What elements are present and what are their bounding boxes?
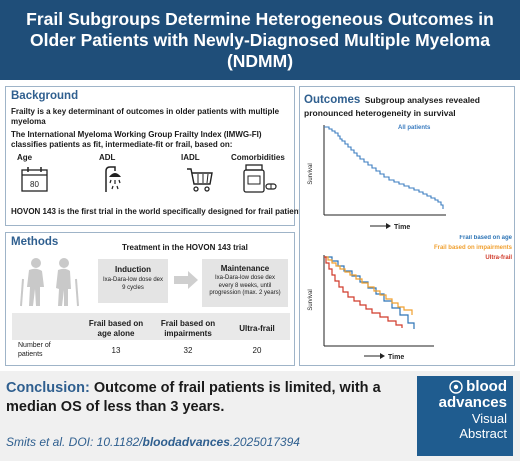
calendar-icon: 80 bbox=[21, 167, 48, 192]
table-row-label: Number of patients bbox=[18, 342, 51, 358]
background-panel: Background Frailty is a key determinant … bbox=[5, 86, 306, 226]
legend-ultrafrail: Ultra-frail bbox=[485, 255, 512, 261]
table-header-age: Frail based on age alone bbox=[88, 319, 144, 338]
item-comorbidities-label: Comorbidities bbox=[231, 153, 285, 162]
main-title: Frail Subgroups Determine Heterogeneous … bbox=[26, 9, 494, 71]
maintenance-l2: every 8 weeks, until bbox=[218, 282, 272, 289]
blood-drop-icon bbox=[449, 380, 463, 394]
induction-box: Induction Ixa-Dara-low dose dex 9 cycles bbox=[98, 259, 168, 303]
chart1-ylabel: Survival bbox=[308, 163, 314, 184]
conclusion-text-l2: median OS of less than 3 years. bbox=[6, 399, 225, 415]
patients-table: Frail based on age alone Frail based on … bbox=[12, 313, 290, 361]
arrow-right-icon bbox=[174, 271, 198, 289]
conclusion-line1: Conclusion: Outcome of frail patients is… bbox=[6, 380, 381, 396]
elderly-couple-icon bbox=[20, 258, 79, 307]
maintenance-l1: Ixa-Dara-low dose dex bbox=[214, 275, 276, 281]
survival-chart-all: Survival Time All patients bbox=[308, 125, 446, 231]
header-banner: Frail Subgroups Determine Heterogeneous … bbox=[0, 0, 520, 80]
table-row bbox=[12, 340, 290, 361]
legend-impairments: Frail based on impairments bbox=[434, 245, 513, 251]
induction-l2: 9 cycles bbox=[122, 285, 144, 291]
table-value-ultrafrail: 20 bbox=[252, 346, 262, 355]
outcomes-heading-block: Outcomes Subgroup analyses revealed pron… bbox=[304, 90, 512, 118]
table-value-impairments: 32 bbox=[183, 346, 193, 355]
table-header-ultrafrail: Ultra-frail bbox=[239, 324, 275, 333]
conclusion-label: Conclusion: bbox=[6, 380, 90, 396]
induction-title: Induction bbox=[115, 265, 151, 274]
logo-top-row: blood bbox=[423, 379, 507, 395]
outcomes-subhead-l1: Subgroup analyses revealed bbox=[364, 95, 480, 105]
maintenance-box: Maintenance Ixa-Dara-low dose dex every … bbox=[202, 259, 288, 307]
background-p2: The International Myeloma Working Group … bbox=[11, 130, 262, 149]
outcomes-subhead-l2: pronounced heterogeneity in survival bbox=[304, 108, 456, 118]
blood-advances-logo: blood advances Visual Abstract bbox=[417, 376, 513, 456]
treatment-title: Treatment in the HOVON 143 trial bbox=[122, 243, 248, 252]
item-adl-label: ADL bbox=[99, 153, 116, 162]
methods-heading: Methods bbox=[11, 236, 59, 248]
citation-doi[interactable]: Smits et al. DOI: 10.1182/bloodadvances.… bbox=[6, 435, 300, 449]
maintenance-l3: progression (max. 2 years) bbox=[209, 290, 281, 296]
calendar-value: 80 bbox=[30, 180, 39, 189]
outcomes-panel: Outcomes Subgroup analyses revealed pron… bbox=[299, 86, 515, 366]
item-age-label: Age bbox=[17, 153, 33, 162]
table-header-impairments: Frail based on impairments bbox=[160, 319, 216, 338]
background-p3: HOVON 143 is the first trial in the worl… bbox=[11, 207, 306, 216]
shopping-cart-icon bbox=[187, 168, 213, 192]
methods-panel: Methods Treatment in the HOVON 143 trial… bbox=[5, 232, 295, 366]
chart1-xlabel: Time bbox=[394, 224, 410, 231]
shower-icon bbox=[105, 166, 121, 192]
survival-chart-subgroups: Survival Time Frail based on age Frail b… bbox=[308, 235, 513, 361]
pill-bottle-icon bbox=[243, 164, 277, 193]
maintenance-title: Maintenance bbox=[220, 264, 270, 273]
chart2-ylabel: Survival bbox=[308, 289, 314, 310]
background-p1: Frailty is a key determinant of outcomes… bbox=[11, 107, 280, 126]
conclusion-text-l1: Outcome of frail patients is limited, wi… bbox=[93, 380, 381, 396]
legend-age: Frail based on age bbox=[459, 235, 512, 241]
background-heading: Background bbox=[11, 90, 79, 102]
induction-l1: Ixa-Dara-low dose dex bbox=[102, 277, 164, 283]
chart2-xlabel: Time bbox=[388, 354, 404, 361]
table-value-age: 13 bbox=[111, 346, 121, 355]
item-iadl-label: IADL bbox=[181, 153, 200, 162]
outcomes-heading: Outcomes bbox=[304, 94, 361, 106]
chart1-series-label: All patients bbox=[398, 125, 431, 131]
